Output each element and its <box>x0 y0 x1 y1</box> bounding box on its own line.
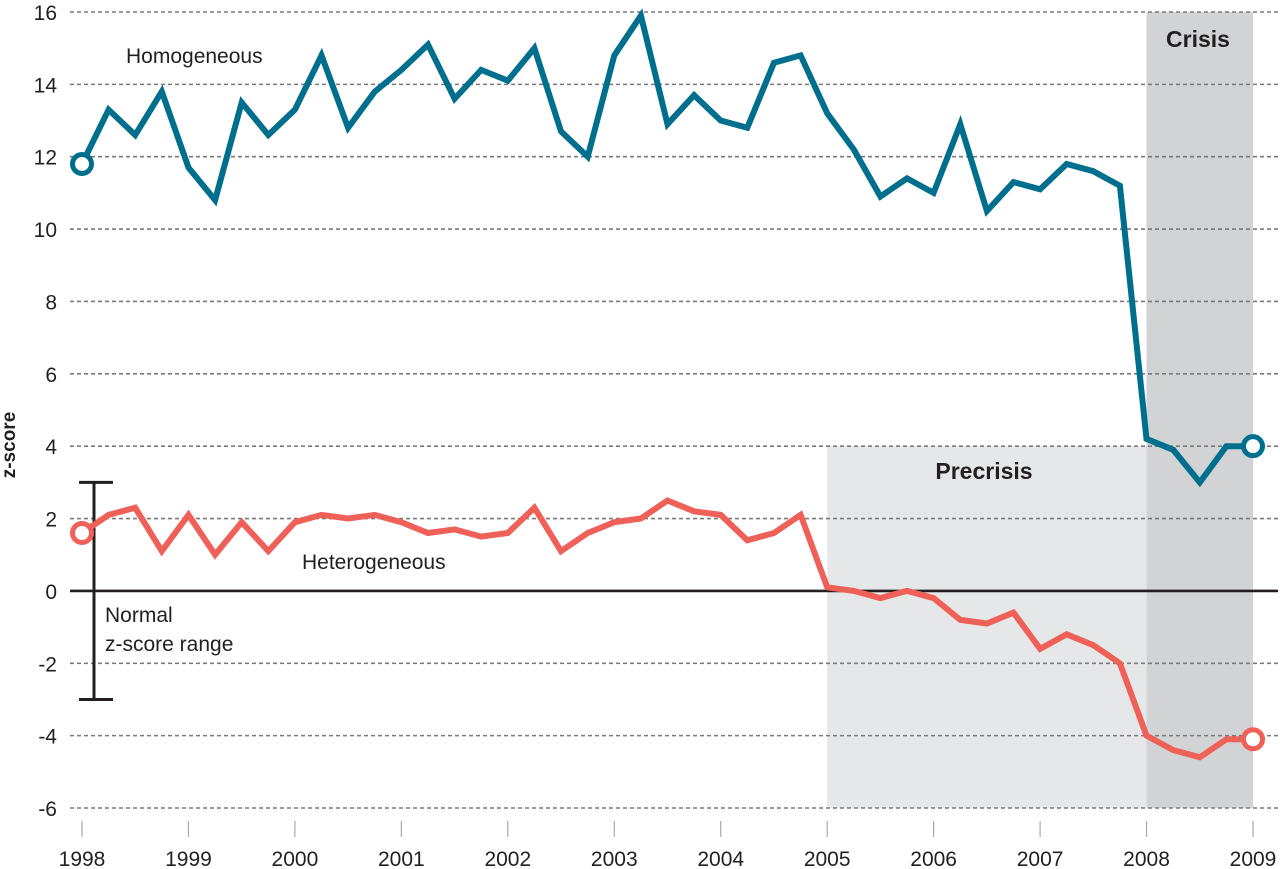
x-tick-label: 2009 <box>1230 848 1277 869</box>
y-tick-label: 10 <box>34 219 57 242</box>
y-tick-label: -4 <box>38 726 57 749</box>
crisis-region <box>1146 12 1253 808</box>
normal-range-label-line2: z-score range <box>105 633 233 656</box>
x-tick-label: 2004 <box>697 848 744 869</box>
x-axis: 1998 1999 2000 2001 2002 2003 2004 2005 2006 2007… <box>59 821 1277 869</box>
precrisis-region <box>827 446 1147 808</box>
x-tick-label: 2001 <box>378 848 425 869</box>
homogeneous-endpoint-marker <box>70 151 94 176</box>
crisis-region-label: Crisis <box>1166 26 1230 52</box>
x-tick-label: 2005 <box>804 848 851 869</box>
x-tick-label: 2002 <box>484 848 531 869</box>
y-tick-label: 14 <box>34 74 58 97</box>
y-tick-label: 12 <box>34 147 57 170</box>
y-tick-label: 8 <box>45 291 57 314</box>
x-tick-label: 2008 <box>1123 848 1170 869</box>
y-axis-title: z-score <box>0 412 20 479</box>
precrisis-region-label: Precrisis <box>935 458 1032 484</box>
y-tick-label: 0 <box>45 581 57 604</box>
homogeneous-series-label: Homogeneous <box>126 45 263 68</box>
normal-range-label-line1: Normal <box>105 604 173 627</box>
heterogeneous-endpoint-marker <box>1241 727 1265 752</box>
x-tick-label: 1999 <box>165 848 212 869</box>
y-tick-label: -6 <box>38 798 57 821</box>
heterogeneous-series-label: Heterogeneous <box>302 551 446 574</box>
x-tick-label: 2007 <box>1017 848 1064 869</box>
y-axis: 16 14 12 10 8 6 4 2 0 -2 -4 -6 <box>34 2 58 821</box>
shaded-regions <box>827 12 1253 808</box>
x-tick-label: 2003 <box>591 848 638 869</box>
y-tick-label: 16 <box>34 2 57 25</box>
y-tick-label: 2 <box>45 509 57 532</box>
homogeneous-line <box>79 8 1253 488</box>
x-tick-label: 2000 <box>272 848 319 869</box>
y-tick-label: 6 <box>45 364 57 387</box>
x-tick-label: 1998 <box>59 848 106 869</box>
series-lines <box>70 8 1265 761</box>
annotations: Homogeneous Heterogeneous Precrisis Cris… <box>0 26 1230 574</box>
gridlines <box>70 11 1278 809</box>
heterogeneous-line <box>80 497 1253 761</box>
x-tick-label: 2006 <box>910 848 957 869</box>
normal-range-bracket: Normal z-score range <box>79 480 233 701</box>
y-tick-label: 4 <box>45 436 57 459</box>
y-tick-label: -2 <box>38 653 57 676</box>
heterogeneous-endpoint-marker <box>70 521 94 546</box>
homogeneous-endpoint-marker <box>1241 434 1265 459</box>
